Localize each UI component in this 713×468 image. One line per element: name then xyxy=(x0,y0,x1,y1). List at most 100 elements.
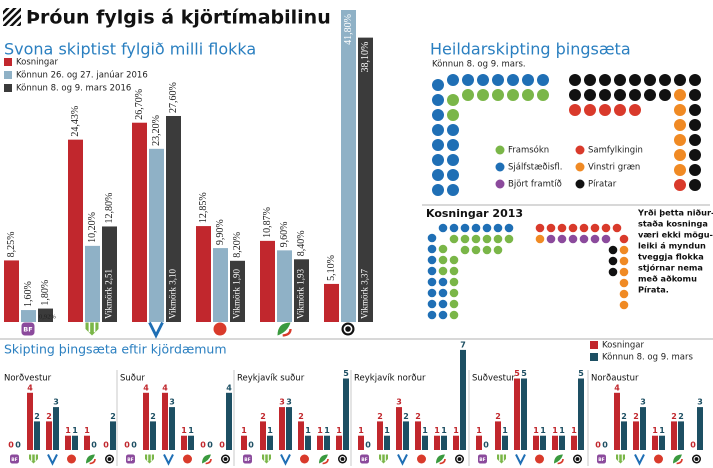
logo-shape xyxy=(126,454,135,464)
bar xyxy=(241,435,247,450)
party-logo xyxy=(163,454,174,466)
bar xyxy=(149,148,164,322)
seat-dot xyxy=(619,234,629,244)
value-label: 41,80% xyxy=(343,14,354,45)
seat-dot xyxy=(504,223,514,233)
seat-dot xyxy=(432,79,444,91)
seat-dot xyxy=(537,74,549,86)
party-logo: BF xyxy=(21,322,35,336)
value-label: 2 xyxy=(495,412,501,421)
logo-shape xyxy=(381,454,386,462)
logo-shape xyxy=(360,454,369,464)
bar xyxy=(277,250,292,322)
seat-dot xyxy=(427,244,437,254)
seat-dot xyxy=(608,245,618,255)
page-title: Þróun fylgis á kjörtímabilinu xyxy=(26,7,331,29)
seat-dot xyxy=(492,89,504,101)
seat-dot xyxy=(432,109,444,121)
value-label: 27,60% xyxy=(168,82,179,113)
party-logo xyxy=(692,454,701,464)
bar xyxy=(230,260,245,322)
bar xyxy=(260,240,275,322)
seat-dot xyxy=(493,234,503,244)
legend-label: Vinstri græn xyxy=(588,163,640,173)
chart-title: Skipting þingsæta eftir kjördæmum xyxy=(4,342,227,357)
party-logo xyxy=(213,322,227,336)
bar xyxy=(343,378,349,450)
note-text: Pírata. xyxy=(638,285,669,295)
seat-dot xyxy=(674,164,686,176)
seat-dot xyxy=(460,223,470,233)
value-label: 2 xyxy=(298,412,304,421)
bar xyxy=(533,435,539,450)
logo-shape xyxy=(574,455,581,463)
value-label: 8,20% xyxy=(232,232,243,258)
bar xyxy=(358,37,373,323)
logo-shape xyxy=(439,458,446,465)
party-logo: BF xyxy=(597,454,606,464)
seat-dot xyxy=(427,255,437,265)
value-label: 2 xyxy=(678,412,684,421)
bar xyxy=(540,435,546,450)
bar xyxy=(422,435,428,450)
seat-dot xyxy=(599,74,611,86)
party-logo: BF xyxy=(10,454,19,464)
value-label: 4 xyxy=(614,383,620,392)
value-label: 5 xyxy=(343,369,349,378)
value-label: 5,10% xyxy=(326,255,337,281)
bar xyxy=(196,226,211,322)
logo-shape xyxy=(515,454,526,466)
value-label: 2 xyxy=(633,412,639,421)
value-label: 1,80% xyxy=(40,280,51,306)
value-label: 1 xyxy=(652,426,658,435)
value-label: 2 xyxy=(34,412,40,421)
bar xyxy=(181,435,187,450)
logo-shape xyxy=(397,454,408,466)
bar xyxy=(571,435,577,450)
value-label: 1 xyxy=(317,426,323,435)
value-label: 1 xyxy=(453,426,459,435)
annotation: Vikmörk 1,90 xyxy=(232,269,242,319)
value-label: 1 xyxy=(324,426,330,435)
bar xyxy=(552,435,558,450)
seat-dot xyxy=(535,234,545,244)
bar xyxy=(53,407,59,450)
seat-dot xyxy=(447,169,459,181)
seat-dot xyxy=(579,234,589,244)
value-label: 1 xyxy=(571,426,577,435)
value-label: 1 xyxy=(552,426,558,435)
note-text: leiki á myndun xyxy=(638,241,706,251)
legend-label: Sjálfstæðisfl. xyxy=(508,163,562,173)
value-label: 1,60% xyxy=(23,281,34,307)
seat-dot xyxy=(432,94,444,106)
seat-dot xyxy=(689,104,701,116)
value-label: 2 xyxy=(150,412,156,421)
logo-text: BF xyxy=(479,457,486,463)
seat-dot xyxy=(546,223,556,233)
panel-title: Reykjavík suður xyxy=(237,374,305,384)
party-logo xyxy=(319,454,329,465)
seat-dot xyxy=(447,109,459,121)
seat-dot xyxy=(619,245,629,255)
seat-dot xyxy=(471,245,481,255)
value-label: 0 xyxy=(602,441,608,450)
bar xyxy=(336,435,342,450)
seat-dot xyxy=(644,89,656,101)
bar xyxy=(521,378,527,450)
logo-shape xyxy=(262,454,271,464)
value-label: 8,40% xyxy=(296,230,307,256)
seat-dot xyxy=(612,223,622,233)
value-label: 9,90% xyxy=(215,219,226,245)
seat-dot xyxy=(557,223,567,233)
seat-dot xyxy=(471,223,481,233)
seat-dot xyxy=(557,234,567,244)
note-text: stjórnar nema xyxy=(638,263,703,273)
seat-dot xyxy=(482,245,492,255)
annotation: 0,92% xyxy=(39,313,56,320)
panel-title: Norðaustur xyxy=(591,374,639,384)
party-logo xyxy=(341,322,355,336)
logo-text: BF xyxy=(598,457,605,463)
seat-dot xyxy=(619,300,629,310)
bar xyxy=(162,392,168,450)
